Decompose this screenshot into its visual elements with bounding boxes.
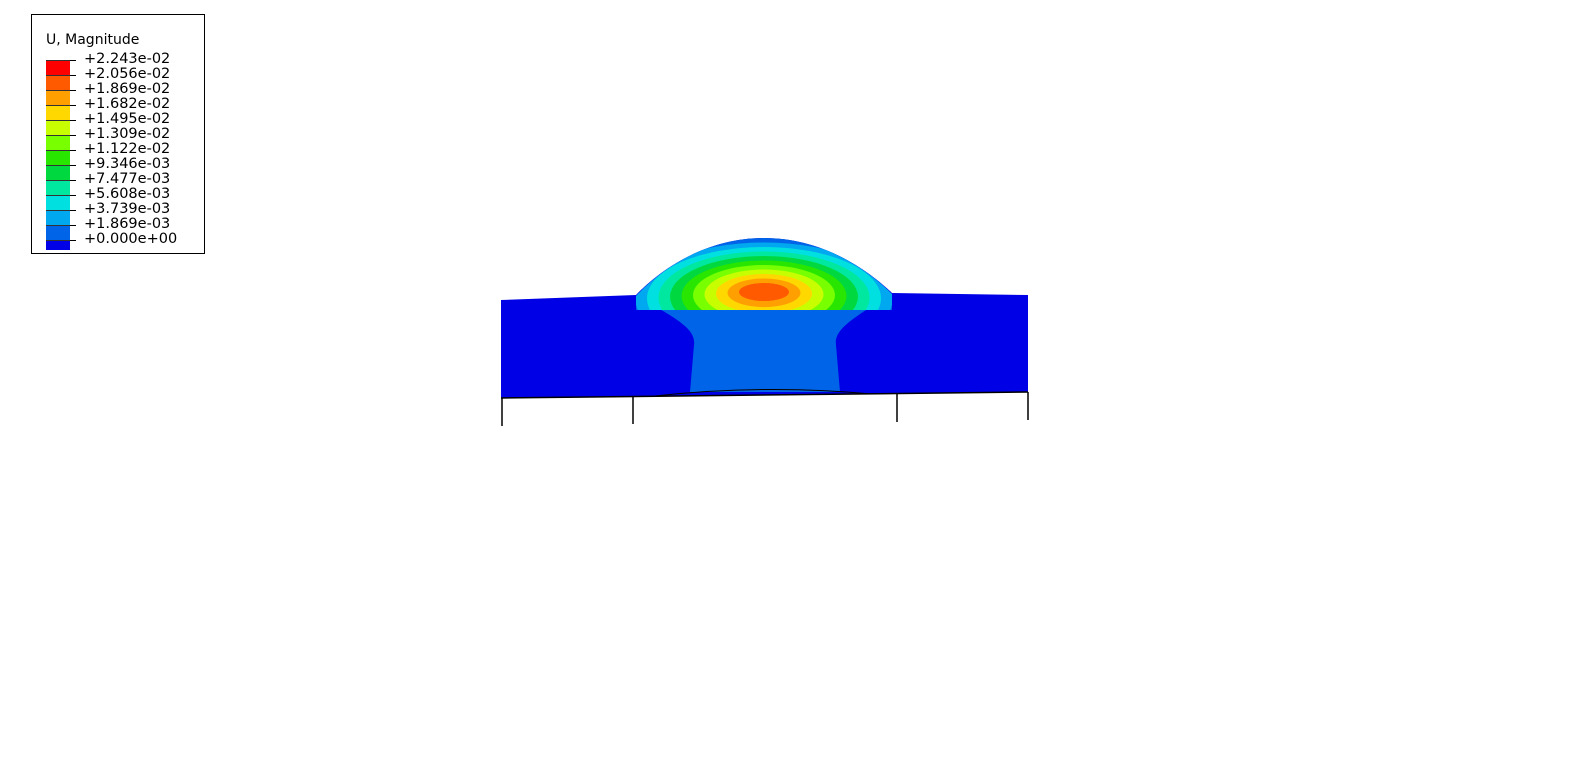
legend-divider: [46, 195, 70, 196]
legend-tick: [70, 120, 76, 121]
legend-tick: [70, 105, 76, 106]
legend-tick: [70, 90, 76, 91]
legend-divider: [46, 120, 70, 121]
legend-divider: [46, 210, 70, 211]
legend-divider: [46, 225, 70, 226]
legend-swatch: [46, 225, 70, 240]
legend: U, Magnitude +2.243e-02 +2.056e-02 +1.869e…: [31, 14, 205, 254]
legend-label: +9.346e-03: [84, 156, 171, 172]
legend-divider: [46, 165, 70, 166]
legend-label: +0.000e+00: [84, 231, 178, 247]
legend-divider: [46, 105, 70, 106]
legend-swatch: [46, 195, 70, 210]
contour-band: [727, 278, 801, 308]
model-supports: [500, 388, 1029, 426]
contour-band: [647, 247, 881, 310]
legend-tick: [70, 225, 76, 226]
legend-swatch: [46, 75, 70, 90]
legend-divider: [46, 135, 70, 136]
legend-label: +1.495e-02: [84, 111, 171, 127]
model-base: [501, 238, 1028, 398]
legend-divider: [46, 150, 70, 151]
contour-band: [670, 255, 858, 310]
contour-band: [693, 265, 835, 310]
legend-swatch: [46, 105, 70, 120]
legend-label: +5.608e-03: [84, 186, 171, 202]
legend-swatch: [46, 90, 70, 105]
legend-tick: [70, 135, 76, 136]
contour-band: [636, 238, 892, 310]
legend-label: +1.309e-02: [84, 126, 171, 142]
legend-label: +1.869e-03: [84, 216, 171, 232]
legend-tick: [70, 165, 76, 166]
legend-label: +7.477e-03: [84, 171, 171, 187]
legend-swatch: [46, 165, 70, 180]
legend-swatch: [46, 180, 70, 195]
legend-tick: [70, 180, 76, 181]
model-dome-contours: [636, 238, 892, 310]
legend-swatch: [46, 150, 70, 165]
contour-band: [636, 242, 892, 310]
legend-divider: [46, 90, 70, 91]
legend-tick: [70, 195, 76, 196]
legend-label: +2.056e-02: [84, 66, 171, 82]
contour-band: [704, 269, 824, 310]
legend-label: +3.739e-03: [84, 201, 171, 217]
legend-divider: [46, 75, 70, 76]
legend-label: +2.243e-02: [84, 51, 171, 67]
contour-band: [658, 251, 870, 310]
legend-tick: [70, 75, 76, 76]
model-column: [640, 296, 888, 392]
legend-swatch: [46, 240, 70, 250]
legend-title: U, Magnitude: [46, 32, 140, 48]
legend-swatch: [46, 135, 70, 150]
legend-tick: [70, 240, 76, 241]
legend-swatch: [46, 120, 70, 135]
legend-tick: [70, 210, 76, 211]
legend-swatch: [46, 60, 70, 75]
legend-divider: [46, 180, 70, 181]
legend-label: +1.122e-02: [84, 141, 171, 157]
contour-band: [716, 274, 812, 310]
legend-divider: [46, 60, 70, 61]
legend-swatch: [46, 210, 70, 225]
legend-tick: [70, 150, 76, 151]
contour-band: [739, 283, 789, 301]
legend-label: +1.682e-02: [84, 96, 171, 112]
legend-tick: [70, 60, 76, 61]
legend-divider: [46, 240, 70, 241]
contour-band: [681, 260, 847, 310]
legend-label: +1.869e-02: [84, 81, 171, 97]
